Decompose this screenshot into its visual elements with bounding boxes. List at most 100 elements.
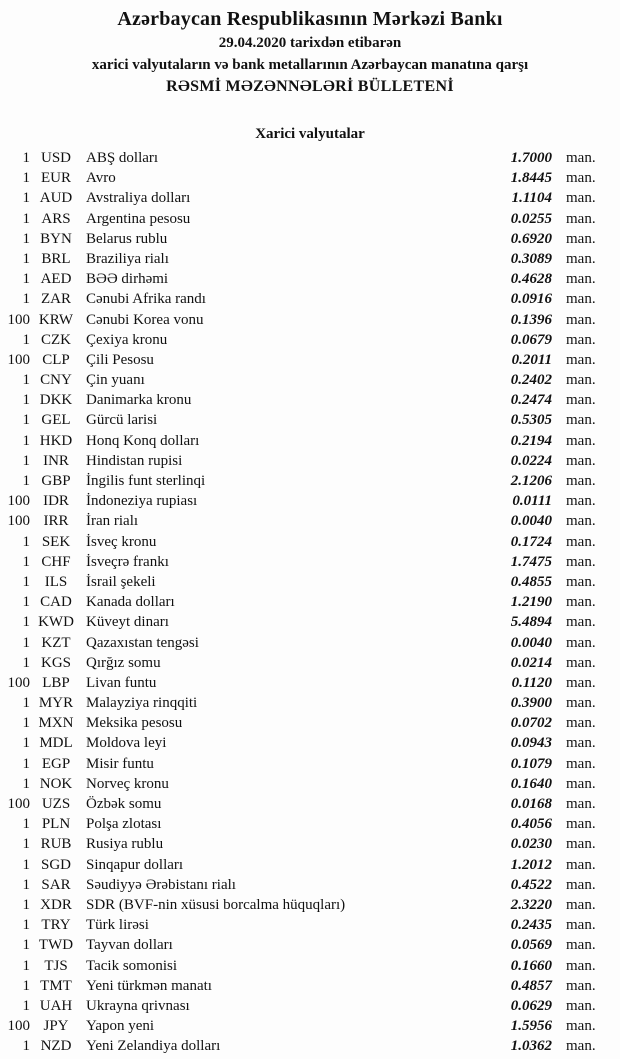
currency-name: Qazaxıstan tengəsi [86, 634, 199, 651]
currency-name: Cənubi Afrika randı [86, 291, 206, 308]
currency-name: Sinqapur dolları [86, 856, 184, 873]
currency-quantity: 1 [22, 150, 31, 166]
currency-unit: man. [566, 311, 596, 328]
currency-row: 1 CZK Çexiya kronu 0.0679 man. [0, 330, 620, 350]
currency-unit: man. [566, 735, 596, 752]
currency-name: Qırğız somu [86, 654, 161, 671]
currency-row: 1 SEK İsveç kronu 0.1724 man. [0, 532, 620, 552]
currency-name: Yeni türkmən manatı [86, 977, 212, 994]
currency-row: 1 AED BƏƏ dirhəmi 0.4628 man. [0, 269, 620, 289]
currency-code: UZS [41, 796, 71, 812]
currency-quantity: 1 [22, 432, 31, 449]
currency-name: İsveçrə frankı [86, 553, 169, 570]
currency-name: Meksika pesosu [86, 715, 183, 732]
currency-unit: man. [566, 917, 596, 934]
currency-rate: 0.0224 [510, 452, 552, 469]
currency-code: CHF [41, 553, 71, 570]
currency-name: Kanada dolları [86, 594, 175, 611]
subject-line: xarici valyutaların və bank metallarının… [91, 57, 529, 73]
currency-code: GEL [41, 412, 71, 429]
currency-code: KZT [41, 634, 71, 651]
currency-rate: 0.0943 [510, 735, 552, 752]
currency-quantity: 1 [22, 412, 31, 429]
currency-name: ABŞ dolları [86, 150, 159, 166]
currency-unit: man. [566, 190, 596, 207]
currency-quantity: 1 [22, 836, 31, 853]
currency-rate: 0.2402 [510, 372, 552, 389]
currency-rate: 0.4522 [510, 876, 552, 893]
currency-table-body: 1 USD ABŞ dolları 1.7000 man. 1 EUR Avro… [0, 148, 620, 1056]
currency-code: BRL [41, 250, 71, 267]
currency-quantity: 1 [22, 291, 31, 308]
currency-rate: 0.0702 [510, 715, 552, 732]
currency-code: ILS [44, 573, 68, 590]
currency-unit: man. [566, 937, 596, 954]
currency-row: 1 USD ABŞ dolları 1.7000 man. [0, 148, 620, 168]
currency-name: Malayziya rinqqiti [86, 695, 198, 712]
currency-quantity: 1 [22, 170, 31, 187]
currency-quantity: 1 [22, 735, 31, 752]
currency-name: Misir funtu [86, 755, 154, 772]
currency-row: 100 IRR İran rialı 0.0040 man. [0, 511, 620, 531]
currency-row: 1 ILS İsrail şekeli 0.4855 man. [0, 572, 620, 592]
currency-name: Tacik somonisi [86, 957, 178, 974]
currency-rate: 2.3220 [510, 896, 552, 913]
currency-rate: 0.4628 [510, 271, 552, 288]
currency-quantity: 1 [22, 816, 31, 833]
currency-unit: man. [566, 573, 596, 590]
currency-unit: man. [566, 896, 596, 913]
currency-row: 1 TRY Türk lirəsi 0.2435 man. [0, 915, 620, 935]
currency-name: İran rialı [86, 513, 139, 530]
currency-quantity: 1 [22, 654, 31, 671]
currency-name: Avstraliya dolları [86, 190, 191, 207]
currency-name: İsrail şekeli [86, 573, 156, 590]
currency-name: Tayvan dolları [86, 937, 173, 954]
currency-quantity: 100 [7, 674, 31, 691]
currency-rate: 0.0168 [510, 796, 552, 812]
currency-unit: man. [566, 170, 596, 187]
currency-row: 1 EUR Avro 1.8445 man. [0, 168, 620, 188]
currency-row: 1 ARS Argentina pesosu 0.0255 man. [0, 209, 620, 229]
currency-row: 1 BRL Braziliya rialı 0.3089 man. [0, 249, 620, 269]
currency-name: Səudiyyə Ərəbistanı rialı [86, 876, 236, 893]
currency-row: 1 GBP İngilis funt sterlinqi 2.1206 man. [0, 471, 620, 491]
currency-unit: man. [566, 856, 596, 873]
bank-title: Azərbaycan Respublikasının Mərkəzi Bankı [117, 8, 503, 30]
currency-name: Livan funtu [86, 674, 157, 691]
currency-row: 1 TMT Yeni türkmən manatı 0.4857 man. [0, 976, 620, 996]
currency-quantity: 100 [7, 513, 31, 530]
currency-unit: man. [566, 775, 596, 792]
currency-code: MYR [38, 695, 74, 712]
currency-rate: 0.1079 [510, 755, 552, 772]
currency-name: SDR (BVF-nin xüsusi borcalma hüquqları) [86, 896, 346, 913]
currency-quantity: 1 [22, 614, 31, 631]
currency-row: 1 PLN Polşa zlotası 0.4056 man. [0, 814, 620, 834]
currency-code: SGD [40, 856, 71, 873]
currency-row: 100 IDR İndoneziya rupiası 0.0111 man. [0, 491, 620, 511]
currency-rate: 1.1104 [511, 190, 552, 207]
currency-row: 1 SGD Sinqapur dolları 1.2012 man. [0, 855, 620, 875]
effective-date-line: 29.04.2020 tarixdən etibarən [218, 35, 402, 51]
currency-name: Küveyt dinarı [86, 614, 169, 631]
currency-code: IDR [43, 493, 69, 510]
currency-row: 1 XDR SDR (BVF-nin xüsusi borcalma hüquq… [0, 895, 620, 915]
currency-rate: 1.0362 [510, 1038, 552, 1055]
currency-quantity: 1 [22, 210, 31, 227]
currency-row: 1 TWD Tayvan dolları 0.0569 man. [0, 935, 620, 955]
currency-unit: man. [566, 210, 596, 227]
currency-row: 1 MYR Malayziya rinqqiti 0.3900 man. [0, 693, 620, 713]
currency-unit: man. [566, 876, 596, 893]
currency-rate: 0.1724 [510, 533, 552, 550]
currency-code: TMT [40, 977, 72, 994]
currency-rate: 0.0230 [510, 836, 552, 853]
currency-code: AUD [39, 190, 73, 207]
currency-name: Çexiya kronu [86, 331, 168, 348]
currency-code: BYN [40, 230, 72, 247]
currency-unit: man. [566, 715, 596, 732]
currency-code: NOK [39, 775, 73, 792]
currency-quantity: 1 [22, 271, 31, 288]
currency-row: 1 KGS Qırğız somu 0.0214 man. [0, 653, 620, 673]
currency-unit: man. [566, 674, 596, 691]
currency-quantity: 1 [22, 695, 31, 712]
